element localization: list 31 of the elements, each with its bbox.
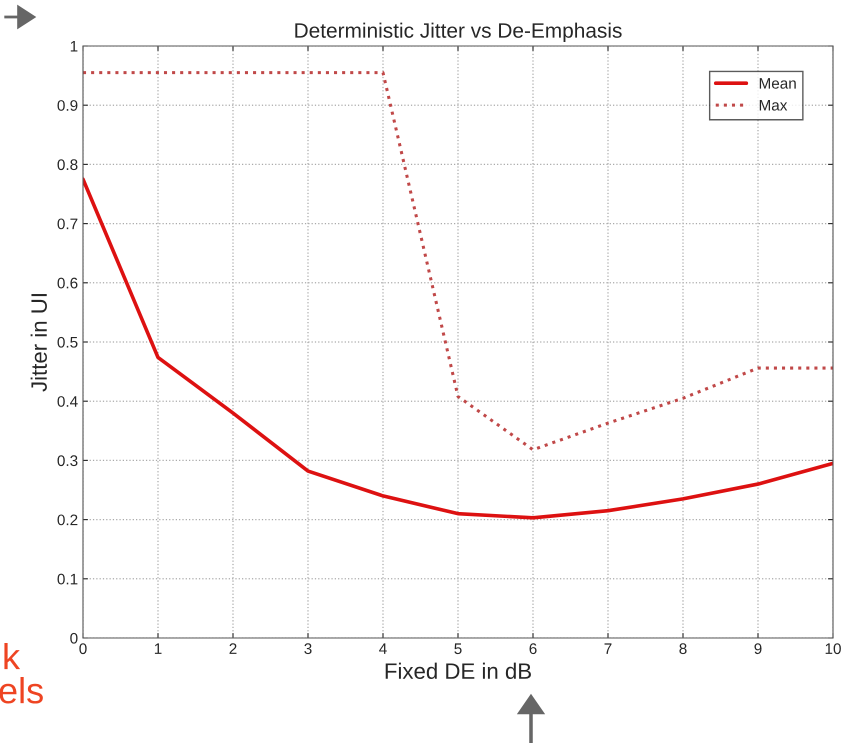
y-tick-label: 0.2: [58, 514, 78, 526]
legend-label: Max: [760, 100, 788, 111]
x-tick-label: 2: [230, 643, 236, 654]
legend-label: Mean: [760, 78, 796, 89]
x-tick-label: 1: [154, 643, 162, 654]
y-tick-label: 0.5: [58, 336, 78, 348]
chart-title: Deterministic Jitter vs De-Emphasis: [295, 22, 622, 42]
x-tick-label: 10: [826, 643, 841, 654]
text: els: [0, 677, 43, 704]
y-axis-title: Jitter in UI: [30, 294, 47, 392]
y-tick-label: 0.4: [58, 396, 78, 407]
y-tick-label: 0.9: [58, 100, 78, 111]
y-tick-label: 0.1: [58, 574, 78, 584]
x-tick-label: 7: [604, 643, 612, 654]
line-series: [83, 177, 833, 520]
y-tick-label: 0: [70, 632, 78, 644]
x-tick-label: 6: [530, 643, 537, 654]
y-tick-label: 0.8: [58, 159, 78, 170]
x-axis-title: Fixed DE in dB: [386, 662, 531, 679]
y-tick-label: 1: [70, 41, 78, 52]
x-tick-label: 4: [379, 643, 387, 654]
y-tick-label: 0.6: [58, 278, 78, 288]
text: k: [4, 643, 20, 670]
x-tick-label: 8: [679, 643, 687, 654]
x-tick-label: 3: [304, 643, 312, 654]
y-tick-label: 0.7: [58, 218, 78, 230]
x-tick-label: 5: [454, 643, 462, 654]
line-series: [83, 71, 833, 452]
y-tick-label: 0.3: [58, 455, 78, 466]
x-tick-label: 9: [754, 643, 762, 654]
x-tick-label: 0: [79, 643, 87, 654]
